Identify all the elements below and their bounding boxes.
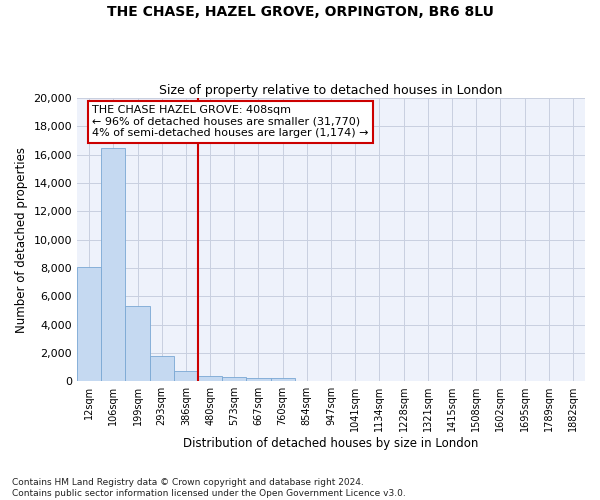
- Bar: [198, 376, 222, 381]
- Title: Size of property relative to detached houses in London: Size of property relative to detached ho…: [160, 84, 503, 97]
- Y-axis label: Number of detached properties: Number of detached properties: [15, 146, 28, 332]
- Bar: [101, 148, 125, 381]
- Bar: [125, 306, 149, 381]
- Bar: [222, 377, 247, 381]
- Bar: [174, 371, 198, 381]
- Bar: [247, 378, 271, 381]
- Text: THE CHASE HAZEL GROVE: 408sqm
← 96% of detached houses are smaller (31,770)
4% o: THE CHASE HAZEL GROVE: 408sqm ← 96% of d…: [92, 105, 369, 138]
- Text: Contains HM Land Registry data © Crown copyright and database right 2024.
Contai: Contains HM Land Registry data © Crown c…: [12, 478, 406, 498]
- Bar: [77, 266, 101, 381]
- Bar: [271, 378, 295, 381]
- X-axis label: Distribution of detached houses by size in London: Distribution of detached houses by size …: [184, 437, 479, 450]
- Text: THE CHASE, HAZEL GROVE, ORPINGTON, BR6 8LU: THE CHASE, HAZEL GROVE, ORPINGTON, BR6 8…: [107, 5, 493, 19]
- Bar: [149, 356, 174, 381]
